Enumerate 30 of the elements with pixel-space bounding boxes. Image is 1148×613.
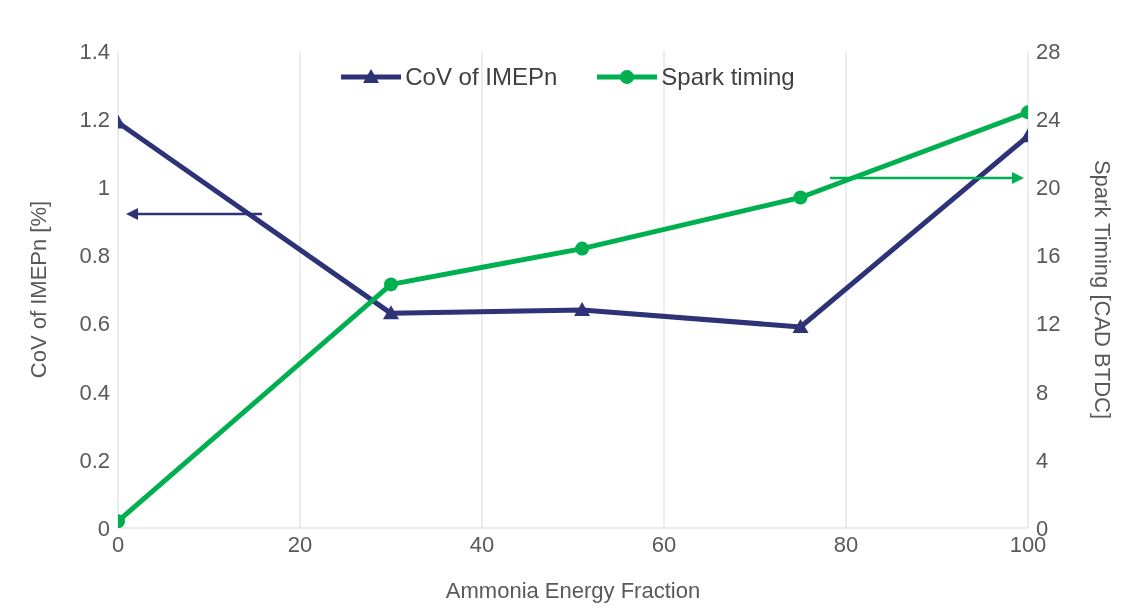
y2-tick-label: 20	[1036, 175, 1061, 201]
y2-tick-label: 16	[1036, 243, 1061, 269]
x-tick-label: 60	[651, 531, 677, 557]
y-axis-title: CoV of IMEPn [%]	[25, 200, 51, 379]
point	[575, 241, 590, 256]
y-tick-label: 0.4	[79, 379, 110, 405]
x-tick-label: 20	[287, 531, 313, 557]
x-axis-title: Ammonia Energy Fraction	[445, 578, 701, 603]
y-tick-label: 0.8	[79, 243, 110, 269]
point	[792, 318, 809, 333]
point	[574, 301, 591, 316]
y2-tick-label: 12	[1036, 311, 1061, 337]
x-tick-label: 40	[469, 531, 495, 557]
x-tick-label: 80	[833, 531, 859, 557]
y-tick-label: 0.6	[79, 311, 110, 337]
y-tick-label: 0	[97, 515, 110, 541]
legend-label: CoV of IMEPn	[404, 63, 558, 91]
y-tick-label: 1	[97, 175, 110, 201]
y2-tick-label: 24	[1036, 106, 1061, 132]
y-tick-label: 1.4	[79, 38, 110, 64]
y2-tick-label: 4	[1036, 447, 1049, 473]
point	[384, 277, 398, 292]
point	[383, 305, 399, 320]
y-tick-label: 1.2	[79, 106, 110, 132]
y2-tick-label: 8	[1036, 379, 1049, 405]
y-tick-label: 0.2	[79, 447, 110, 473]
y2-tick-label: 28	[1036, 38, 1061, 64]
y2-axis-title: Spark Timing [CAD BTDC]	[1090, 159, 1116, 420]
legend-label: Spark timing	[660, 63, 795, 91]
point	[793, 190, 808, 205]
